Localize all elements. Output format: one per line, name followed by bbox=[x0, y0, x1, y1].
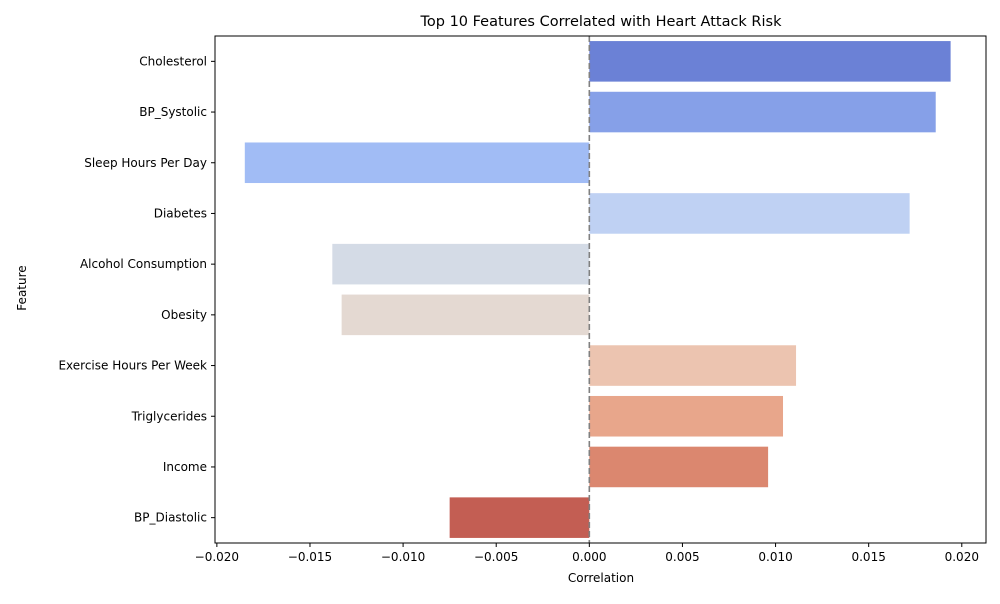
x-tick-label: −0.020 bbox=[195, 550, 239, 564]
bar bbox=[589, 41, 951, 82]
bar bbox=[332, 243, 590, 285]
x-tick-label: −0.015 bbox=[288, 550, 332, 564]
bar bbox=[589, 395, 784, 437]
y-axis-label: Feature bbox=[15, 265, 29, 310]
bar bbox=[589, 446, 769, 488]
y-tick-label: Diabetes bbox=[154, 206, 207, 220]
y-tick-label: Exercise Hours Per Week bbox=[58, 359, 207, 373]
x-tick-label: −0.005 bbox=[474, 550, 518, 564]
plot-frame bbox=[214, 35, 987, 544]
y-tick-label: Sleep Hours Per Day bbox=[84, 156, 207, 170]
x-tick-label: 0.010 bbox=[758, 550, 792, 564]
bar bbox=[244, 142, 590, 184]
x-tick-label: 0.015 bbox=[851, 550, 885, 564]
y-tick-label: BP_Systolic bbox=[139, 105, 207, 119]
bar bbox=[341, 294, 590, 336]
x-tick-label: 0.020 bbox=[945, 550, 979, 564]
y-tick-label: Triglycerides bbox=[131, 409, 207, 423]
y-tick-label: Alcohol Consumption bbox=[80, 257, 207, 271]
bar bbox=[589, 91, 936, 133]
y-tick-label: Obesity bbox=[161, 308, 207, 322]
x-tick-label: 0.005 bbox=[665, 550, 699, 564]
x-axis: −0.020 −0.015 −0.010 −0.005 0.000 0.005 0.010 0… bbox=[195, 543, 979, 564]
y-tick-label: BP_Diastolic bbox=[134, 511, 207, 525]
y-tick-label: Cholesterol bbox=[139, 54, 207, 68]
x-tick-label: −0.010 bbox=[381, 550, 425, 564]
bar bbox=[589, 193, 910, 234]
chart-title: Top 10 Features Correlated with Heart At… bbox=[420, 14, 783, 30]
y-axis: Cholesterol BP_Systolic Sleep Hours Per Da… bbox=[58, 54, 215, 525]
x-tick-label: 0.000 bbox=[572, 550, 606, 564]
bar bbox=[449, 497, 590, 538]
x-axis-label: Correlation bbox=[568, 571, 634, 585]
y-tick-label: Income bbox=[163, 460, 207, 474]
bars-group bbox=[244, 41, 951, 538]
bar bbox=[589, 345, 797, 386]
